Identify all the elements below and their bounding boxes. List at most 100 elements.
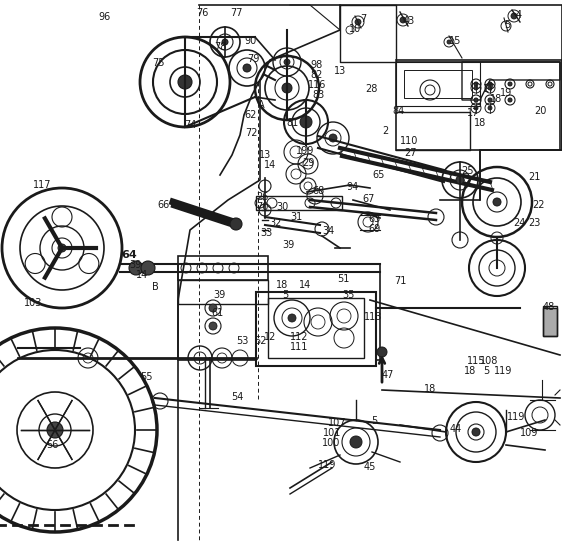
Text: 76: 76 bbox=[196, 8, 209, 18]
Bar bbox=[178, 280, 268, 304]
Circle shape bbox=[284, 59, 290, 65]
Circle shape bbox=[508, 98, 512, 102]
Text: 117: 117 bbox=[33, 180, 52, 190]
Text: 31: 31 bbox=[290, 212, 302, 222]
Text: 28: 28 bbox=[365, 84, 377, 94]
Text: 18: 18 bbox=[464, 366, 476, 376]
Circle shape bbox=[488, 106, 492, 110]
Text: 67: 67 bbox=[362, 194, 374, 204]
Text: 39: 39 bbox=[282, 240, 294, 250]
Text: 94: 94 bbox=[346, 182, 358, 192]
Text: 61: 61 bbox=[211, 308, 223, 318]
Text: 79: 79 bbox=[247, 54, 260, 64]
Text: 26: 26 bbox=[256, 192, 269, 202]
Text: 54: 54 bbox=[231, 392, 243, 402]
Text: 7: 7 bbox=[360, 14, 366, 24]
Text: 23: 23 bbox=[528, 218, 541, 228]
Circle shape bbox=[282, 83, 292, 93]
Circle shape bbox=[58, 244, 66, 252]
Text: 5: 5 bbox=[371, 416, 377, 426]
Text: 12: 12 bbox=[264, 332, 277, 342]
Circle shape bbox=[456, 176, 464, 184]
Circle shape bbox=[488, 86, 492, 90]
Bar bbox=[543, 308, 557, 336]
Text: 199: 199 bbox=[296, 146, 314, 156]
Circle shape bbox=[141, 261, 155, 275]
Text: 17: 17 bbox=[467, 108, 479, 118]
Text: 39: 39 bbox=[129, 260, 141, 270]
Circle shape bbox=[472, 428, 480, 436]
Circle shape bbox=[493, 198, 501, 206]
Circle shape bbox=[355, 19, 361, 25]
Circle shape bbox=[474, 98, 478, 102]
Text: 74: 74 bbox=[184, 120, 196, 130]
Text: 62: 62 bbox=[244, 110, 256, 120]
Text: B: B bbox=[152, 282, 158, 292]
Text: 14: 14 bbox=[264, 160, 277, 170]
Text: 108: 108 bbox=[480, 356, 498, 366]
Bar bbox=[404, 70, 472, 98]
Text: 119: 119 bbox=[494, 366, 513, 376]
Text: 47: 47 bbox=[382, 370, 395, 380]
Text: A: A bbox=[258, 100, 265, 110]
Circle shape bbox=[230, 218, 242, 230]
Circle shape bbox=[329, 134, 337, 142]
Circle shape bbox=[474, 82, 478, 86]
Text: 111: 111 bbox=[290, 342, 309, 352]
Text: 2: 2 bbox=[382, 126, 388, 136]
Text: 25: 25 bbox=[461, 166, 474, 176]
Text: 107: 107 bbox=[328, 418, 347, 428]
Text: 53: 53 bbox=[236, 336, 248, 346]
Text: 20: 20 bbox=[534, 106, 546, 116]
Circle shape bbox=[350, 436, 362, 448]
Text: 5: 5 bbox=[483, 366, 490, 376]
Text: 69: 69 bbox=[368, 224, 380, 234]
Text: 14: 14 bbox=[299, 280, 311, 290]
Text: 18: 18 bbox=[490, 94, 502, 104]
Circle shape bbox=[488, 98, 492, 102]
Circle shape bbox=[243, 64, 251, 72]
Circle shape bbox=[488, 82, 492, 86]
Text: 35: 35 bbox=[342, 290, 355, 300]
Text: 116: 116 bbox=[308, 80, 327, 90]
Text: 5: 5 bbox=[504, 20, 510, 30]
Circle shape bbox=[508, 82, 512, 86]
Text: 30: 30 bbox=[276, 202, 288, 212]
Text: 27: 27 bbox=[404, 148, 416, 158]
Text: 119: 119 bbox=[318, 460, 337, 470]
Text: 71: 71 bbox=[394, 276, 406, 286]
Bar bbox=[178, 256, 268, 280]
Bar bbox=[256, 292, 376, 366]
Circle shape bbox=[511, 13, 517, 19]
Text: 90: 90 bbox=[244, 36, 256, 46]
Text: 96: 96 bbox=[98, 12, 110, 22]
Text: 18: 18 bbox=[276, 280, 288, 290]
Text: 18: 18 bbox=[474, 118, 486, 128]
Text: 78: 78 bbox=[214, 42, 226, 52]
Text: 15: 15 bbox=[449, 36, 461, 46]
Text: 119: 119 bbox=[507, 412, 525, 422]
Text: 10: 10 bbox=[349, 24, 361, 34]
Text: 112: 112 bbox=[290, 332, 309, 342]
Text: 98: 98 bbox=[310, 60, 322, 70]
Circle shape bbox=[447, 40, 451, 44]
Text: 39: 39 bbox=[213, 290, 225, 300]
Text: 109: 109 bbox=[520, 428, 538, 438]
Circle shape bbox=[209, 322, 217, 330]
Text: 81: 81 bbox=[286, 118, 298, 128]
Circle shape bbox=[222, 39, 228, 45]
Circle shape bbox=[129, 261, 143, 275]
Circle shape bbox=[178, 75, 192, 89]
Circle shape bbox=[209, 304, 217, 312]
Text: 55: 55 bbox=[140, 372, 152, 382]
Text: 33: 33 bbox=[260, 228, 272, 238]
Text: 13: 13 bbox=[334, 66, 346, 76]
Circle shape bbox=[474, 106, 478, 110]
Text: 4: 4 bbox=[516, 10, 522, 20]
Text: 44: 44 bbox=[450, 424, 463, 434]
Text: 110: 110 bbox=[400, 136, 418, 146]
Text: 5: 5 bbox=[282, 290, 288, 300]
Text: 64: 64 bbox=[121, 250, 137, 260]
Text: 101: 101 bbox=[323, 428, 341, 438]
Bar bbox=[396, 62, 480, 106]
